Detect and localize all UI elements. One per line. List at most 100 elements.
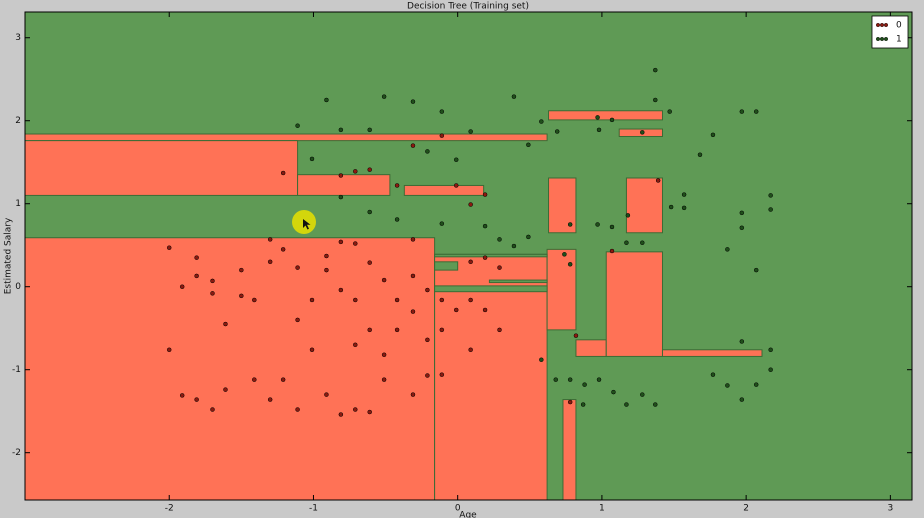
x-tick-label: -1 bbox=[309, 504, 318, 514]
data-point bbox=[353, 241, 358, 246]
data-point bbox=[338, 173, 344, 178]
decision-region bbox=[661, 349, 763, 357]
data-point bbox=[468, 347, 473, 353]
data-point bbox=[179, 393, 185, 398]
data-point bbox=[554, 129, 560, 134]
data-point bbox=[468, 259, 473, 265]
data-point bbox=[640, 130, 645, 135]
data-point bbox=[710, 372, 716, 377]
decision-region bbox=[403, 184, 485, 196]
decision-region bbox=[434, 285, 548, 293]
data-point bbox=[179, 284, 185, 289]
data-point bbox=[681, 205, 687, 211]
data-point bbox=[497, 265, 502, 270]
data-point bbox=[194, 397, 199, 402]
data-point bbox=[252, 297, 257, 303]
data-point bbox=[367, 327, 372, 333]
data-point bbox=[410, 392, 416, 397]
data-point bbox=[609, 224, 615, 230]
data-point bbox=[338, 239, 344, 245]
data-point bbox=[625, 213, 631, 218]
data-point bbox=[439, 297, 445, 303]
data-point bbox=[410, 99, 416, 104]
data-point bbox=[280, 377, 286, 382]
data-point bbox=[410, 237, 416, 242]
data-point bbox=[425, 149, 430, 154]
data-point bbox=[425, 337, 430, 343]
data-point bbox=[768, 193, 773, 198]
data-point bbox=[280, 247, 286, 252]
data-point bbox=[697, 152, 703, 157]
data-point bbox=[295, 407, 300, 412]
data-point bbox=[468, 202, 473, 207]
data-point bbox=[338, 287, 344, 293]
decision-region bbox=[562, 399, 577, 501]
data-point bbox=[567, 222, 573, 227]
y-tick-label: 2 bbox=[15, 116, 21, 126]
data-point bbox=[596, 127, 602, 133]
decision-region bbox=[546, 248, 577, 331]
data-point bbox=[166, 245, 172, 250]
data-point bbox=[739, 339, 745, 344]
data-point bbox=[768, 207, 773, 212]
data-point bbox=[595, 222, 600, 227]
decision-region bbox=[297, 174, 391, 196]
decision-region bbox=[434, 261, 459, 271]
data-point bbox=[739, 225, 745, 231]
data-point bbox=[381, 377, 387, 382]
data-point bbox=[210, 278, 215, 284]
data-point bbox=[267, 397, 273, 402]
data-point bbox=[453, 183, 459, 188]
x-tick-label: 1 bbox=[599, 504, 605, 514]
data-point bbox=[210, 407, 215, 412]
data-point bbox=[166, 347, 172, 353]
data-point bbox=[753, 382, 759, 387]
decision-region bbox=[434, 253, 548, 258]
decision-region bbox=[24, 237, 436, 501]
data-point bbox=[439, 327, 445, 333]
data-point bbox=[367, 209, 372, 215]
data-point bbox=[367, 167, 372, 172]
data-point bbox=[653, 97, 658, 103]
data-point bbox=[611, 389, 616, 395]
data-point bbox=[468, 129, 473, 134]
data-point bbox=[482, 223, 488, 229]
data-point bbox=[239, 293, 244, 299]
data-point bbox=[295, 265, 300, 270]
data-point bbox=[410, 309, 416, 314]
data-point bbox=[353, 169, 358, 174]
data-point bbox=[681, 192, 687, 197]
data-point bbox=[367, 127, 372, 133]
data-point bbox=[655, 178, 661, 183]
legend-box bbox=[871, 15, 909, 49]
data-point bbox=[210, 291, 215, 296]
data-point bbox=[753, 109, 759, 114]
data-point bbox=[410, 273, 416, 279]
data-point bbox=[367, 260, 372, 265]
data-point bbox=[511, 94, 517, 99]
data-point bbox=[497, 327, 502, 333]
data-point bbox=[553, 377, 559, 382]
legend-label: 0 bbox=[896, 21, 902, 31]
data-point bbox=[353, 342, 358, 348]
data-point bbox=[309, 156, 315, 162]
data-point bbox=[324, 392, 329, 397]
data-point bbox=[567, 399, 573, 405]
data-point bbox=[338, 412, 344, 417]
data-point bbox=[223, 387, 228, 392]
data-point bbox=[596, 377, 602, 382]
legend-marker bbox=[876, 23, 881, 28]
data-point bbox=[511, 243, 517, 249]
data-point bbox=[295, 123, 300, 128]
data-point bbox=[267, 259, 273, 265]
x-tick-label: 3 bbox=[887, 504, 893, 514]
decision-region bbox=[548, 110, 663, 121]
data-point bbox=[609, 248, 615, 254]
legend-marker bbox=[884, 23, 889, 28]
data-point bbox=[439, 372, 445, 377]
data-point bbox=[353, 297, 358, 303]
x-tick-label: 0 bbox=[455, 504, 461, 514]
data-point bbox=[595, 115, 600, 120]
legend-marker bbox=[884, 37, 889, 42]
